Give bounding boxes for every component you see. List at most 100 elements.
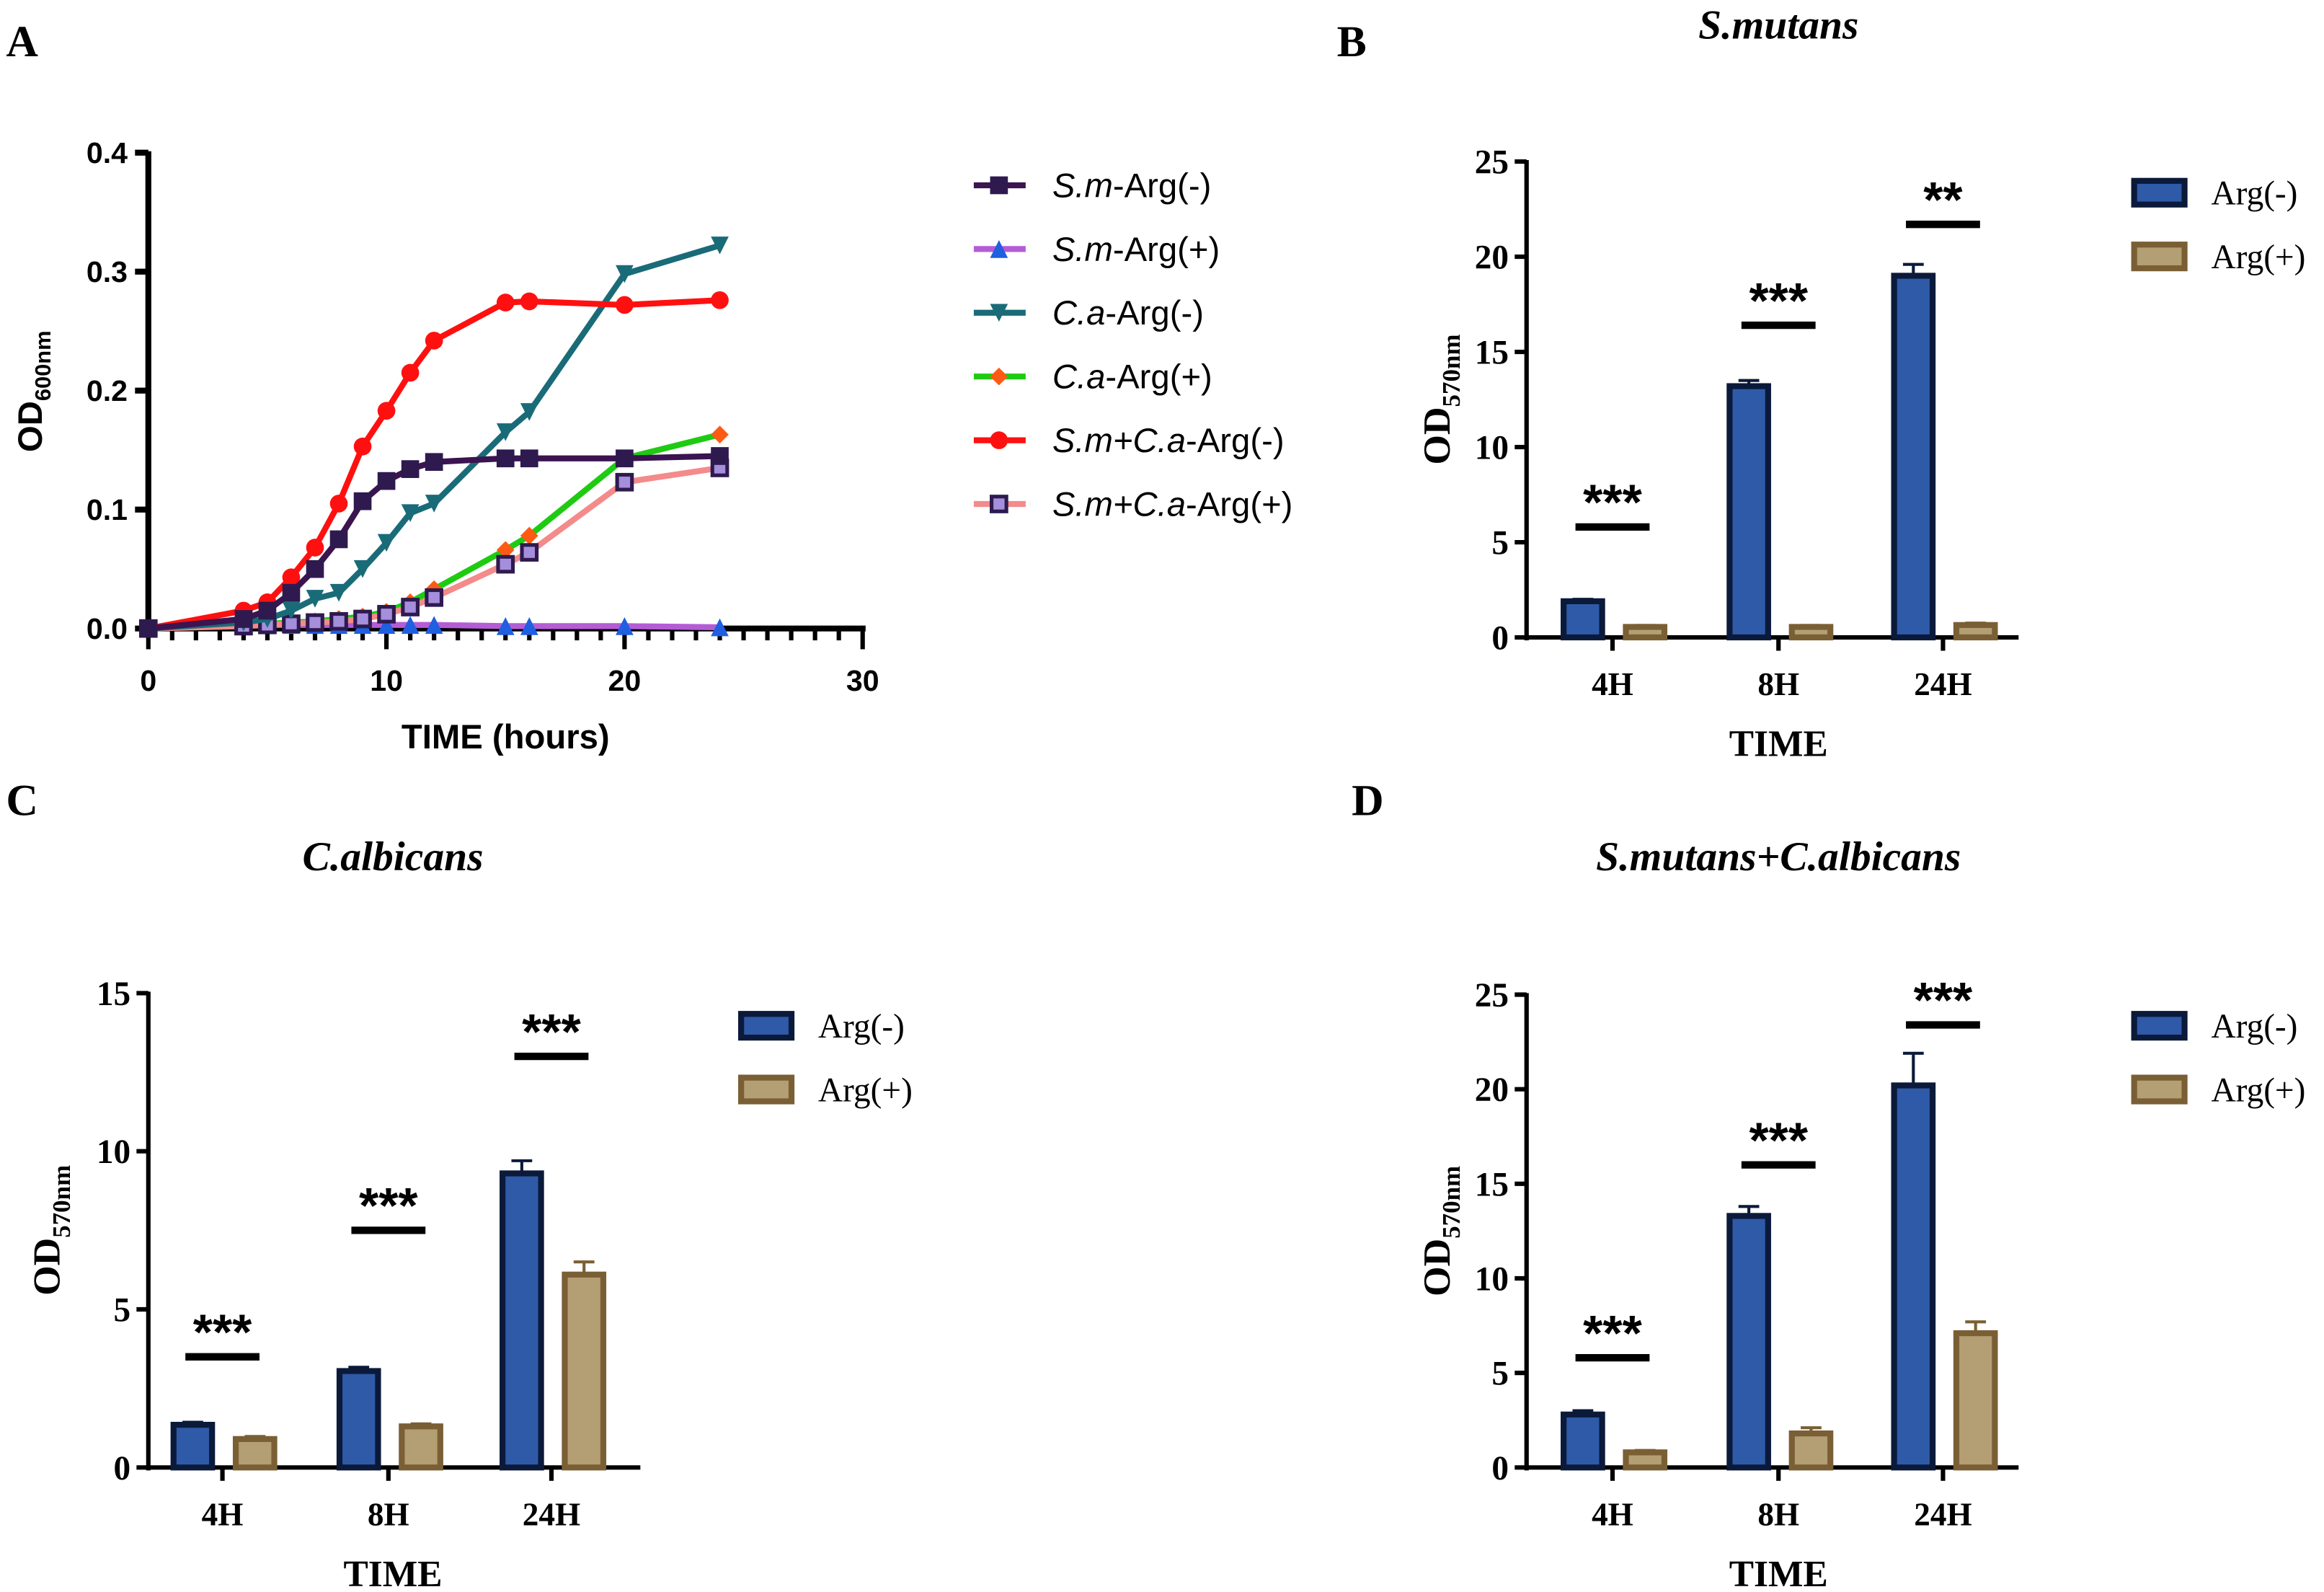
marker-triangle-down	[425, 495, 443, 513]
legend-label: Arg(-)	[2212, 1008, 2298, 1045]
bar-arg	[1953, 622, 1998, 641]
legend-item: Arg(+)	[2131, 239, 2305, 276]
category-group-8h: 8H ***	[336, 1177, 443, 1532]
legend-item: Arg(-)	[738, 1008, 905, 1045]
legend-item: Arg(-)	[2131, 175, 2297, 213]
y-tick-label: 0	[1491, 1450, 1509, 1487]
marker-triangle-down	[353, 560, 372, 578]
marker-circle	[711, 291, 729, 309]
y-tick-label: 20	[1475, 1071, 1509, 1109]
category-group-4h: 4H ***	[1561, 1305, 1668, 1532]
category-group-4h: 4H ***	[1561, 474, 1668, 702]
legend-label: Arg(-)	[818, 1008, 905, 1045]
legend-item: Arg(-)	[2131, 1008, 2298, 1045]
marker-circle	[520, 292, 538, 311]
x-tick-label: 8H	[1757, 666, 1799, 702]
marker-square-open	[401, 598, 420, 616]
legend-item: Arg(+)	[2131, 1072, 2306, 1110]
marker-square-open	[377, 605, 396, 624]
legend-item: C.a-Arg(-)	[973, 294, 1204, 332]
chart-title: S.mutans	[1698, 2, 1858, 48]
marker-square	[990, 176, 1008, 195]
x-tick-label: 20	[608, 664, 642, 697]
x-tick-label: 24H	[1914, 1496, 1972, 1532]
legend: Arg(-) Arg(+)	[2131, 175, 2305, 276]
marker-square	[520, 449, 538, 468]
legend: Arg(-) Arg(+)	[738, 1008, 913, 1110]
x-axis-label: TIME	[343, 1554, 442, 1592]
bar-arg	[1891, 1082, 1936, 1471]
marker-triangle-down	[711, 236, 729, 255]
y-axis-label: OD600nm	[12, 330, 56, 452]
category-group-8h: 8H ***	[1726, 273, 1834, 702]
series-s-m-c-a-arg-	[138, 459, 729, 638]
marker-circle	[990, 431, 1008, 449]
marker-circle	[616, 296, 634, 314]
x-tick-label: 30	[846, 664, 879, 697]
marker-triangle-down	[616, 265, 634, 283]
marker-circle	[425, 332, 443, 350]
panel-a-line-chart: 0.0 0.1 0.2 0.3 0.4 0 10 20 30 TIME (hours) OD600n…	[12, 136, 1293, 756]
y-tick-label: 0	[1491, 619, 1509, 657]
marker-square	[711, 447, 729, 465]
category-group-24h: 24H ***	[1891, 972, 1998, 1532]
bar-arg	[1726, 383, 1771, 641]
marker-triangle-down	[520, 403, 538, 421]
marker-square	[425, 453, 443, 472]
marker-circle	[282, 568, 301, 587]
marker-triangle-up	[520, 617, 538, 635]
bar-arg	[1891, 273, 1936, 641]
legend-label: S.m-Arg(-)	[1052, 167, 1212, 205]
x-axis-label: TIME	[1729, 1554, 1828, 1592]
significance-stars: ***	[1914, 972, 1973, 1028]
marker-triangle-up	[425, 616, 443, 634]
marker-square	[306, 560, 324, 578]
panel-label: D	[1352, 777, 1384, 826]
marker-triangle-up	[711, 618, 729, 637]
significance-stars: ***	[1583, 474, 1642, 531]
marker-diamond	[711, 425, 729, 444]
y-tick-label: 25	[1475, 144, 1509, 182]
marker-square-open	[425, 588, 444, 607]
marker-square	[329, 530, 348, 549]
legend-label: Arg(+)	[2212, 1072, 2306, 1110]
bar-arg	[1561, 1411, 1605, 1471]
bar-arg	[1726, 1213, 1771, 1471]
y-tick-label: 0.0	[87, 612, 128, 645]
marker-square	[282, 583, 301, 602]
legend-label: S.m+C.a-Arg(+)	[1052, 485, 1293, 523]
legend-item: S.m-Arg(+)	[973, 231, 1220, 269]
y-tick-label: 0.1	[87, 493, 128, 526]
legend-swatch	[2131, 1011, 2188, 1041]
marker-diamond	[520, 526, 538, 545]
legend-item: S.m-Arg(-)	[973, 167, 1212, 205]
marker-square	[353, 492, 372, 510]
y-tick-label: 10	[1475, 429, 1509, 466]
marker-square	[234, 610, 253, 628]
x-tick-label: 0	[140, 664, 156, 697]
chart-title: S.mutans+C.albicans	[1596, 834, 1961, 880]
marker-triangle-down	[377, 534, 396, 552]
x-axis-label: TIME	[1729, 723, 1828, 764]
y-axis-label: OD570nm	[25, 1165, 75, 1296]
y-axis-label: OD570nm	[1415, 1166, 1465, 1296]
y-tick-label: 10	[1475, 1260, 1509, 1298]
significance-stars: ***	[522, 1004, 581, 1060]
x-tick-label: 4H	[202, 1496, 244, 1532]
marker-triangle-up	[377, 616, 396, 634]
series-c-a-arg-	[139, 236, 729, 638]
marker-triangle-up	[616, 617, 634, 635]
x-tick-label: 8H	[1757, 1496, 1799, 1532]
significance-stars: ***	[193, 1304, 252, 1361]
legend-swatch	[738, 1011, 795, 1041]
x-tick-label: 24H	[1914, 666, 1972, 702]
bar-arg	[500, 1170, 544, 1471]
legend-label: S.m+C.a-Arg(-)	[1052, 422, 1285, 460]
marker-triangle-down	[282, 601, 301, 620]
marker-square-open	[615, 472, 634, 492]
y-tick-label: 5	[1491, 524, 1509, 562]
panel-label: B	[1337, 17, 1367, 66]
x-tick-label: 10	[370, 664, 403, 697]
marker-square-open	[496, 554, 515, 574]
